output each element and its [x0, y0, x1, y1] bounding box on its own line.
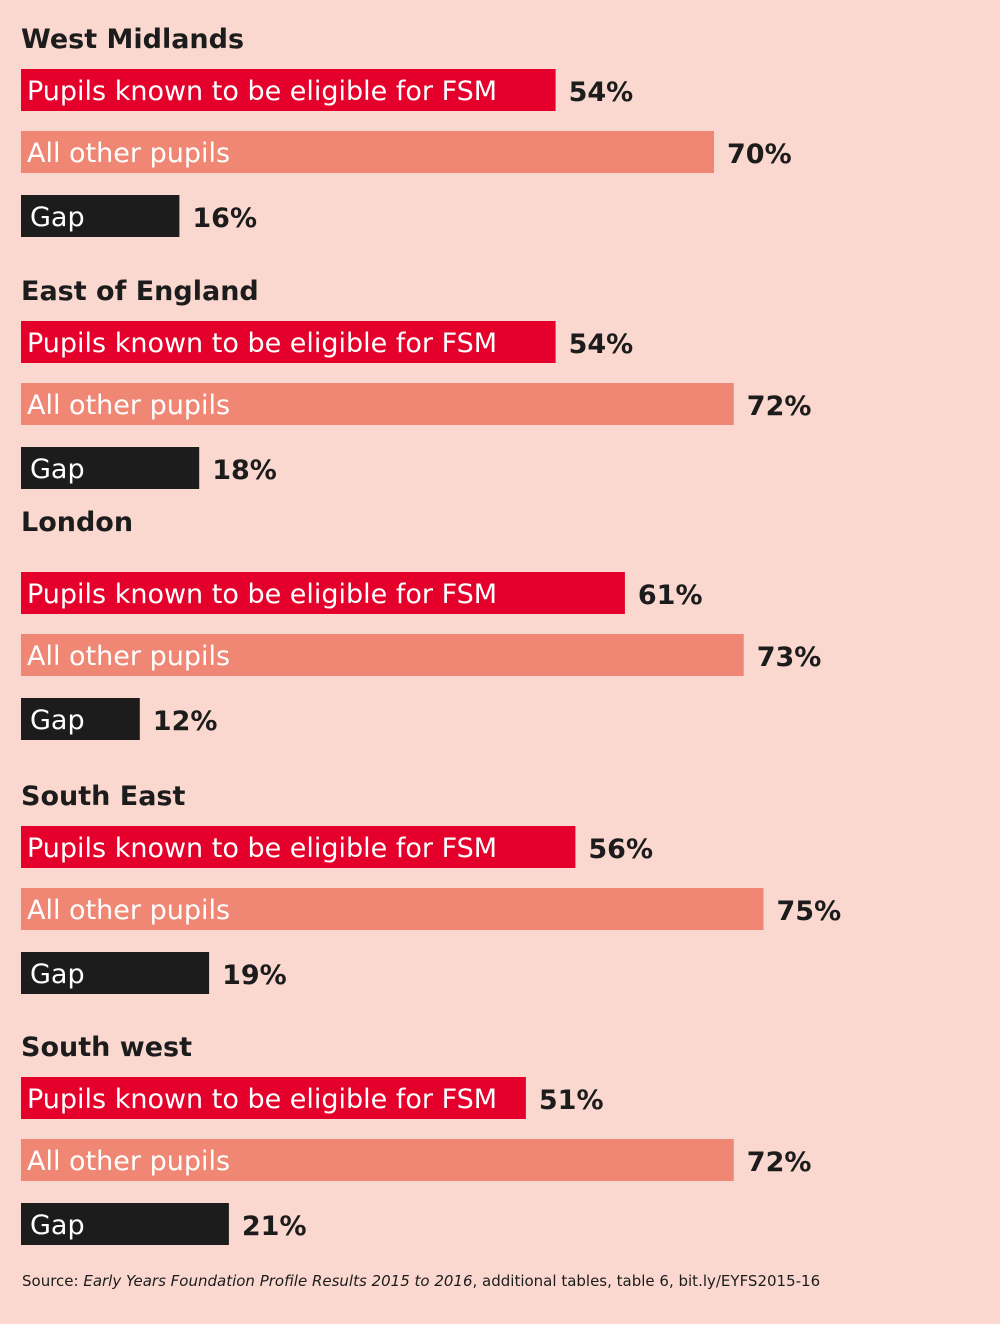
bar-fsm-east-of-england: [21, 321, 556, 363]
bar-gap-south-east: [21, 952, 210, 994]
bar-label-gap-south-east: Gap: [30, 959, 85, 990]
bar-gap-london: [21, 698, 140, 740]
bar-label-fsm-west-midlands: Pupils known to be eligible for FSM: [27, 76, 497, 107]
value-label-other-pupils-west-midlands: 70%: [727, 139, 792, 170]
bar-fsm-west-midlands: [21, 69, 556, 111]
bar-label-other-pupils-london: All other pupils: [27, 641, 230, 672]
value-label-fsm-west-midlands: 54%: [569, 77, 634, 108]
region-title-south-west: South west: [21, 1032, 192, 1063]
bar-fsm-south-west: [21, 1077, 526, 1119]
region-group-west-midlands: West Midlands Pupils known to be eligible…: [21, 24, 792, 237]
bar-label-other-pupils-west-midlands: All other pupils: [27, 138, 230, 169]
value-label-other-pupils-south-east: 75%: [777, 896, 842, 927]
value-label-fsm-east-of-england: 54%: [569, 329, 634, 360]
source-suffix: , additional tables, table 6, bit.ly/EYF…: [472, 1272, 821, 1290]
bar-other-pupils-east-of-england: [21, 383, 734, 425]
value-label-other-pupils-london: 73%: [757, 642, 822, 673]
bar-label-other-pupils-south-east: All other pupils: [27, 895, 230, 926]
bar-label-gap-east-of-england: Gap: [30, 454, 85, 485]
bar-label-other-pupils-east-of-england: All other pupils: [27, 390, 230, 421]
region-group-london: London Pupils known to be eligible for FS…: [21, 507, 821, 740]
source-note: Source: Early Years Foundation Profile R…: [22, 1272, 982, 1290]
region-title-london: London: [21, 507, 133, 538]
bar-label-gap-south-west: Gap: [30, 1210, 85, 1241]
region-title-west-midlands: West Midlands: [21, 24, 244, 55]
bar-chart: West Midlands Pupils known to be eligible…: [21, 24, 841, 1245]
value-label-other-pupils-east-of-england: 72%: [747, 391, 812, 422]
bar-label-other-pupils-south-west: All other pupils: [27, 1146, 230, 1177]
bar-label-fsm-south-west: Pupils known to be eligible for FSM: [27, 1084, 497, 1115]
value-label-gap-south-west: 21%: [242, 1211, 307, 1242]
bar-other-pupils-south-east: [21, 888, 764, 930]
value-label-gap-west-midlands: 16%: [192, 203, 257, 234]
region-title-east-of-england: East of England: [21, 276, 259, 307]
value-label-gap-london: 12%: [153, 706, 218, 737]
region-group-south-west: South west Pupils known to be eligible fo…: [21, 1032, 811, 1245]
bar-gap-west-midlands: [21, 195, 180, 237]
value-label-other-pupils-south-west: 72%: [747, 1147, 812, 1178]
value-label-fsm-south-east: 56%: [588, 834, 653, 865]
source-prefix: Source:: [22, 1272, 84, 1290]
bar-other-pupils-south-west: [21, 1139, 734, 1181]
bar-label-gap-london: Gap: [30, 705, 85, 736]
bar-label-fsm-south-east: Pupils known to be eligible for FSM: [27, 833, 497, 864]
bar-gap-east-of-england: [21, 447, 200, 489]
bar-other-pupils-london: [21, 634, 744, 676]
value-label-fsm-london: 61%: [638, 580, 703, 611]
bar-fsm-london: [21, 572, 625, 614]
bar-other-pupils-west-midlands: [21, 131, 714, 173]
region-title-south-east: South East: [21, 781, 185, 812]
source-title: Early Years Foundation Profile Results 2…: [83, 1272, 473, 1290]
bar-fsm-south-east: [21, 826, 576, 868]
bar-label-fsm-london: Pupils known to be eligible for FSM: [27, 579, 497, 610]
region-group-east-of-england: East of England Pupils known to be eligib…: [21, 276, 811, 489]
bar-gap-south-west: [21, 1203, 229, 1245]
bar-label-fsm-east-of-england: Pupils known to be eligible for FSM: [27, 328, 497, 359]
value-label-fsm-south-west: 51%: [539, 1085, 604, 1116]
value-label-gap-east-of-england: 18%: [212, 455, 277, 486]
region-group-south-east: South East Pupils known to be eligible fo…: [21, 781, 841, 994]
bar-label-gap-west-midlands: Gap: [30, 202, 85, 233]
value-label-gap-south-east: 19%: [222, 960, 287, 991]
